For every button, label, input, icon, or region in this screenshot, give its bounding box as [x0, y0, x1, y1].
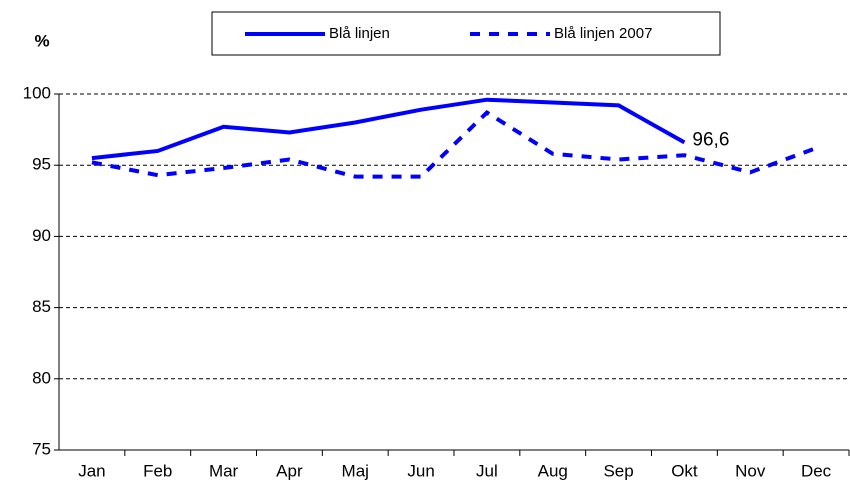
x-tick-label: Okt	[671, 461, 698, 480]
x-tick-label: Apr	[276, 461, 303, 480]
x-tick-label: Nov	[735, 461, 766, 480]
x-tick-label: Jun	[407, 461, 434, 480]
data-line	[91, 109, 817, 179]
y-tick-label: 85	[32, 297, 51, 316]
data-line	[91, 97, 686, 161]
x-tick-label: Maj	[342, 461, 369, 480]
x-tick-label: Jul	[476, 461, 498, 480]
y-axis-label: %	[34, 31, 49, 50]
x-tick-label: Dec	[801, 461, 832, 480]
data-label: 96,6	[692, 129, 729, 150]
x-tick-label: Aug	[538, 461, 568, 480]
legend-label: Blå linjen	[329, 25, 390, 42]
y-tick-label: 100	[23, 83, 51, 102]
y-tick-label: 80	[32, 368, 51, 387]
x-tick-label: Feb	[143, 461, 172, 480]
x-tick-label: Jan	[78, 461, 105, 480]
y-tick-label: 75	[32, 439, 51, 458]
legend-label: Blå linjen 2007	[554, 25, 652, 42]
x-tick-label: Sep	[603, 461, 633, 480]
y-tick-label: 90	[32, 226, 51, 245]
y-tick-label: 95	[32, 155, 51, 174]
x-tick-label: Mar	[209, 461, 239, 480]
